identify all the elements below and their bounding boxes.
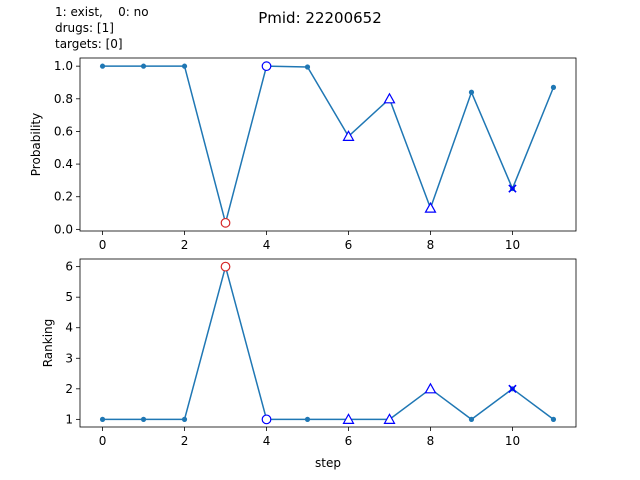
- subplot-2-xtick-label: 10: [505, 434, 520, 448]
- subplot-1-data-point: [181, 63, 188, 69]
- subplot-2-ytick-label: 6: [65, 260, 73, 274]
- subplot-2-frame: [79, 258, 577, 428]
- subplot-2-ylabel: Ranking: [41, 319, 55, 368]
- subplot-1-xtick-label: 6: [345, 238, 353, 252]
- subplot-2-marker-circle-red: [220, 261, 231, 272]
- subplot-2-ytick-label: 5: [65, 290, 73, 304]
- figure-title: Pmid: 22200652: [258, 9, 382, 27]
- subplot-2-xtick-label: 2: [181, 434, 189, 448]
- subplot-1-marker-triangle-blue: [424, 201, 437, 213]
- subplot-2-xlabel: step: [315, 456, 341, 470]
- subplot-1-data-point: [468, 89, 475, 95]
- subplot-2-marker-circle-blue: [261, 414, 272, 425]
- subplot-2-ytick-label: 4: [65, 321, 73, 335]
- subplot-2-xtick-label: 0: [99, 434, 107, 448]
- subplot-2-marker-triangle-blue: [383, 413, 396, 424]
- subplot-1-ytick-label: 0.8: [54, 92, 73, 106]
- subplot-1-ytick-label: 0.4: [54, 157, 73, 171]
- subplot-2-data-point: [468, 416, 475, 422]
- subplot-2-xtick-label: 4: [263, 434, 271, 448]
- subplot-2-series-line: [102, 265, 554, 421]
- subplot-2-marker-triangle-blue: [342, 413, 355, 424]
- subplot-1-frame: [79, 57, 577, 232]
- subplot-1-marker-x-blue: [508, 184, 517, 193]
- subplot-1: 0 2 4 6 8 10 0.0 0.2 0.4 0.6 0.8 1.0 Probability: [29, 57, 577, 252]
- subplot-2-data-point: [140, 416, 147, 422]
- subplot-2-ytick-label: 2: [65, 382, 73, 396]
- subplot-2-data-point: [99, 416, 106, 422]
- subplot-1-marker-circle-blue: [261, 61, 272, 72]
- subplot-2-marker-triangle-blue: [424, 382, 437, 394]
- subplot-2-data-point: [550, 416, 557, 422]
- subplot-1-series-line: [102, 65, 555, 224]
- legend-line-1: 1: exist, 0: no: [55, 5, 149, 19]
- subplot-2-marker-x-blue: [508, 384, 517, 393]
- subplot-1-marker-triangle-blue: [383, 92, 396, 104]
- subplot-1-ylabel: Probability: [29, 113, 43, 176]
- subplot-1-ytick-label: 0.6: [54, 124, 73, 138]
- legend-line-2: drugs: [1]: [55, 21, 114, 35]
- subplot-1-xtick-label: 8: [427, 238, 435, 252]
- subplot-1-marker-triangle-blue: [342, 130, 355, 141]
- subplot-1-xtick-label: 4: [263, 238, 271, 252]
- subplot-2-data-point: [181, 416, 188, 422]
- subplot-2-xtick-label: 6: [345, 434, 353, 448]
- subplot-2-ytick-label: 1: [65, 412, 73, 426]
- subplot-1-ytick-label: 1.0: [54, 59, 73, 73]
- subplot-1-xtick-label: 10: [505, 238, 520, 252]
- subplot-2-xtick-label: 8: [427, 434, 435, 448]
- subplot-1-data-point: [304, 64, 311, 70]
- subplot-1-xtick-label: 0: [99, 238, 107, 252]
- subplot-1-ytick-label: 0.2: [54, 190, 73, 204]
- subplot-1-ytick-label: 0.0: [54, 222, 73, 236]
- subplot-1-marker-circle-red: [220, 217, 231, 228]
- legend-line-3: targets: [0]: [55, 37, 123, 51]
- subplot-1-data-point: [550, 84, 557, 90]
- subplot-1-data-point: [99, 63, 106, 69]
- subplot-1-xtick-label: 2: [181, 238, 189, 252]
- subplot-2-ytick-label: 3: [65, 351, 73, 365]
- subplot-1-data-point: [140, 63, 147, 69]
- subplot-2-data-point: [304, 416, 311, 422]
